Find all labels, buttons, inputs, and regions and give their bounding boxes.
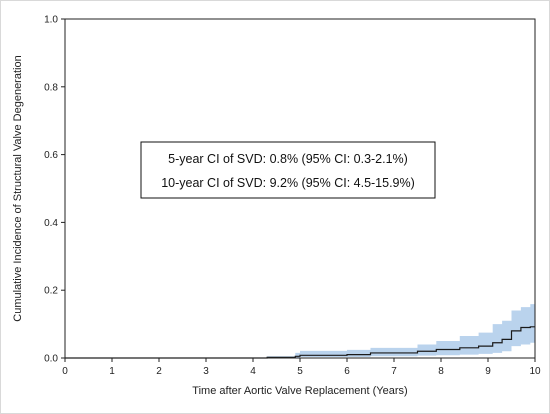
y-axis-title: Cumulative Incidence of Structural Valve… [12,55,24,321]
x-tick-label: 2 [156,366,162,377]
confidence-band [65,304,535,358]
annotation-10-year: 10-year CI of SVD: 9.2% (95% CI: 4.5-15.… [161,176,415,190]
x-axis: 0 1 2 3 4 5 6 7 8 9 10 [62,358,541,377]
annotation-border [140,141,436,199]
x-tick-label: 5 [297,366,303,377]
x-tick-label: 1 [109,366,115,377]
annotation-box: 5-year CI of SVD: 0.8% (95% CI: 0.3-2.1%… [140,141,436,199]
x-tick-label: 3 [203,366,209,377]
x-tick-label: 7 [391,366,397,377]
x-tick-label: 9 [485,366,491,377]
x-tick-label: 10 [529,366,541,377]
y-tick-label: 0.8 [44,82,58,93]
y-axis: 0.0 0.2 0.4 0.6 0.8 1.0 [44,15,65,365]
y-tick-label: 1.0 [44,15,58,26]
incidence-step-line [65,326,535,359]
x-axis-title: Time after Aortic Valve Replacement (Yea… [192,385,407,397]
x-tick-label: 8 [438,366,444,377]
confidence-band-layer [65,304,535,358]
y-tick-label: 0.4 [44,218,58,229]
x-tick-label: 0 [62,366,68,377]
y-tick-label: 0.6 [44,150,58,161]
x-tick-label: 4 [250,366,256,377]
y-tick-label: 0.0 [44,354,58,365]
y-tick-label: 0.2 [44,286,58,297]
x-tick-label: 6 [344,366,350,377]
incidence-line-layer [65,326,535,359]
annotation-5-year: 5-year CI of SVD: 0.8% (95% CI: 0.3-2.1%… [168,152,408,166]
